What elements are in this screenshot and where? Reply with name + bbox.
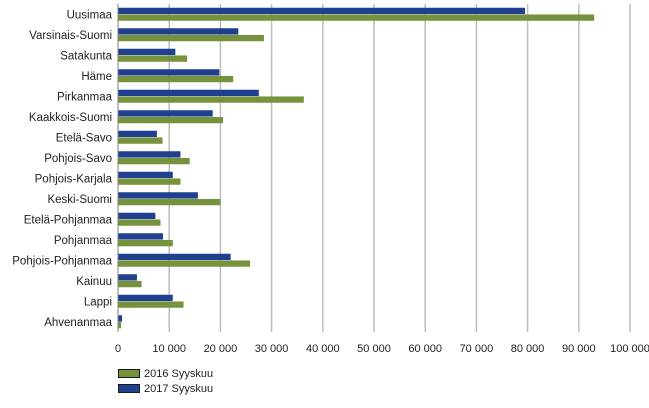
x-tick-label: 40 000 xyxy=(306,343,340,355)
category-label: Häme xyxy=(81,71,112,83)
x-tick-label: 100 000 xyxy=(610,343,649,355)
x-tick-label: 70 000 xyxy=(460,343,494,355)
bar-2016-syyskuu xyxy=(118,96,304,103)
bar-2016-syyskuu xyxy=(118,157,190,165)
x-tick-label: 60 000 xyxy=(408,343,442,355)
category-label: Kainuu xyxy=(76,276,112,288)
bar-2016-syyskuu xyxy=(118,178,181,185)
x-tick-label: 30 000 xyxy=(255,343,289,355)
bar-2017-syyskuu xyxy=(118,253,231,261)
category-label: Pohjanmaa xyxy=(54,235,113,247)
bar-2017-syyskuu xyxy=(118,294,173,302)
legend-label: 2016 Syyskuu xyxy=(144,367,214,380)
bar-2017-syyskuu xyxy=(118,315,123,322)
bar-2016-syyskuu xyxy=(118,219,161,226)
bar-2017-syyskuu xyxy=(118,28,239,35)
bar-2017-syyskuu xyxy=(118,48,176,56)
x-tick-label: 10 000 xyxy=(152,343,186,355)
bar-2017-syyskuu xyxy=(118,192,198,199)
x-tick-label: 80 000 xyxy=(511,343,545,355)
bar-2017-syyskuu xyxy=(118,151,181,158)
category-label: Keski-Suomi xyxy=(47,194,112,206)
legend-item: 2017 Syyskuu xyxy=(118,381,213,396)
bar-2016-syyskuu xyxy=(118,14,595,21)
bar-2016-syyskuu xyxy=(118,321,122,329)
category-label: Kaakkois-Suomi xyxy=(29,112,112,124)
legend-swatch xyxy=(118,369,140,378)
bar-2017-syyskuu xyxy=(118,233,164,240)
category-label: Etelä-Savo xyxy=(56,132,112,144)
bar-2016-syyskuu xyxy=(118,75,234,83)
bar-2016-syyskuu xyxy=(118,260,251,267)
chart-legend: 2016 Syyskuu 2017 Syyskuu xyxy=(118,366,213,396)
bar-2016-syyskuu xyxy=(118,198,221,206)
bar-2017-syyskuu xyxy=(118,274,137,281)
bar-2017-syyskuu xyxy=(118,110,213,117)
bar-2016-syyskuu xyxy=(118,239,173,247)
x-tick-label: 90 000 xyxy=(562,343,596,355)
bar-2016-syyskuu xyxy=(118,301,184,308)
category-label: Pirkanmaa xyxy=(57,91,113,103)
bar-2016-syyskuu xyxy=(118,116,223,124)
bar-2017-syyskuu xyxy=(118,89,259,97)
x-tick-label: 0 xyxy=(115,343,121,355)
bar-2016-syyskuu xyxy=(118,34,264,42)
category-label: Pohjois-Savo xyxy=(44,153,112,165)
bar-2017-syyskuu xyxy=(118,171,173,179)
bar-2017-syyskuu xyxy=(118,69,220,76)
category-label: Uusimaa xyxy=(67,9,113,21)
bar-2017-syyskuu xyxy=(118,130,157,138)
bar-2016-syyskuu xyxy=(118,280,142,288)
bar-2016-syyskuu xyxy=(118,55,188,62)
legend-item: 2016 Syyskuu xyxy=(118,366,213,381)
category-label: Pohjois-Pohjanmaa xyxy=(12,255,112,267)
bar-2016-syyskuu xyxy=(118,137,163,144)
category-label: Pohjois-Karjala xyxy=(35,173,113,185)
bar-2017-syyskuu xyxy=(118,212,156,220)
bar-2017-syyskuu xyxy=(118,7,526,15)
category-label: Ahvenanmaa xyxy=(44,317,112,329)
legend-swatch xyxy=(118,384,140,393)
category-label: Satakunta xyxy=(60,50,112,62)
x-tick-label: 50 000 xyxy=(357,343,391,355)
x-tick-label: 20 000 xyxy=(204,343,238,355)
category-label: Etelä-Pohjanmaa xyxy=(24,214,113,226)
category-label: Varsinais-Suomi xyxy=(29,30,112,42)
category-label: Lappi xyxy=(84,296,112,308)
legend-label: 2017 Syyskuu xyxy=(144,382,214,395)
